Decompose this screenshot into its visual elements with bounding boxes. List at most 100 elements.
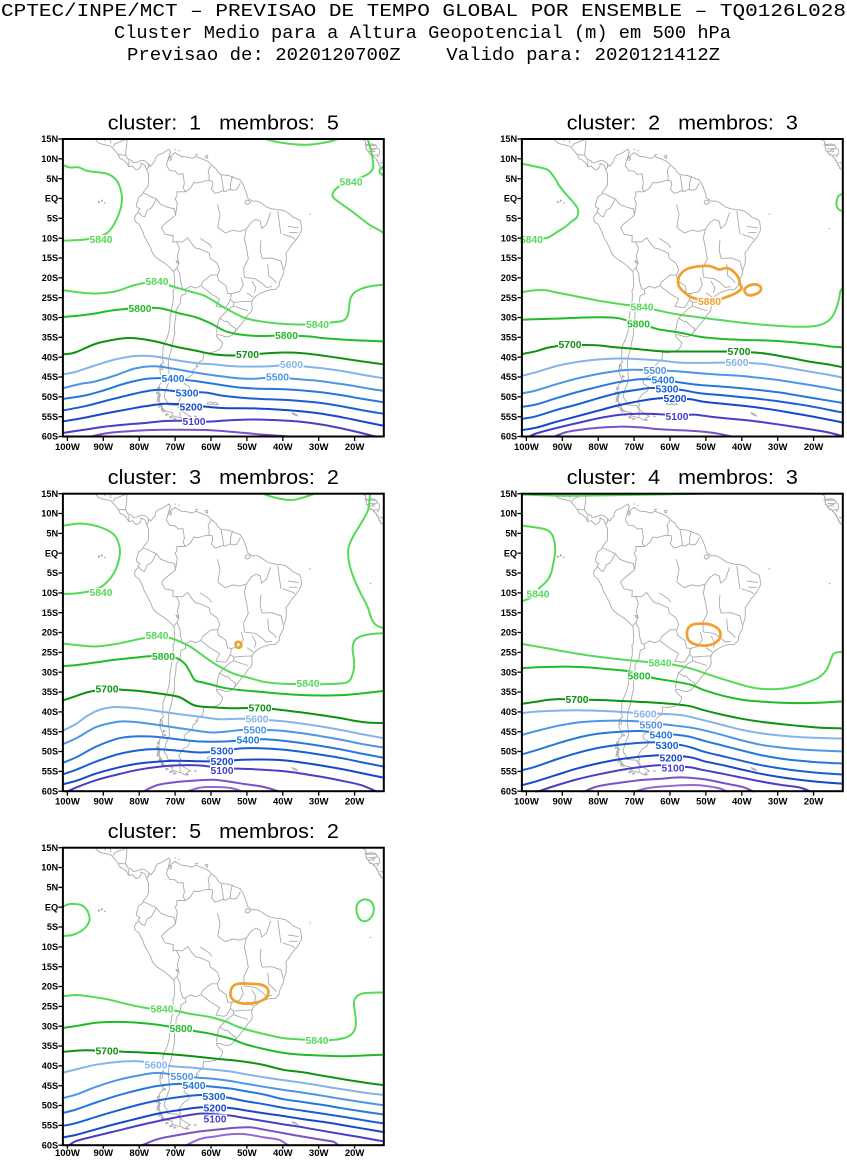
svg-text:5400: 5400 [183,1080,206,1092]
svg-text:cluster: 1 membros: 5: cluster: 1 membros: 5 [108,113,339,135]
svg-text:50W: 50W [237,1148,257,1157]
svg-text:50S: 50S [42,1101,58,1111]
svg-text:40S: 40S [501,707,517,717]
svg-text:15S: 15S [501,608,517,618]
svg-text:50S: 50S [42,747,58,757]
svg-text:40S: 40S [42,707,58,717]
svg-text:5400: 5400 [650,730,673,742]
svg-text:30W: 30W [309,1148,329,1157]
svg-text:5840: 5840 [306,319,329,331]
svg-text:40W: 40W [732,442,752,453]
svg-text:5500: 5500 [640,720,663,732]
svg-text:10N: 10N [41,863,58,873]
svg-text:20W: 20W [804,797,824,808]
svg-text:5400: 5400 [652,375,675,387]
svg-text:60S: 60S [501,786,517,796]
svg-text:5600: 5600 [280,359,303,371]
svg-text:30W: 30W [768,797,788,808]
svg-text:5300: 5300 [176,388,199,400]
svg-text:35S: 35S [501,687,517,697]
svg-text:50S: 50S [501,392,517,402]
svg-text:5840: 5840 [90,234,113,246]
svg-text:CPTEC/INPE/MCT – PREVISAO DE T: CPTEC/INPE/MCT – PREVISAO DE TEMPO GLOBA… [1,1,846,22]
svg-text:90W: 90W [553,797,573,808]
svg-text:10S: 10S [501,588,517,598]
svg-text:30S: 30S [42,313,58,323]
svg-text:15S: 15S [42,253,58,263]
svg-text:30W: 30W [768,442,788,453]
svg-text:30S: 30S [501,667,517,677]
svg-text:90W: 90W [94,797,114,808]
svg-text:5N: 5N [46,883,58,893]
svg-text:5600: 5600 [634,709,657,721]
svg-text:60W: 60W [660,797,680,808]
svg-text:100W: 100W [55,1148,80,1157]
svg-text:60S: 60S [42,1140,58,1150]
svg-text:15S: 15S [42,608,58,618]
svg-text:5840: 5840 [520,234,543,246]
svg-text:5600: 5600 [145,1060,168,1072]
svg-text:5200: 5200 [204,1103,227,1115]
svg-text:5300: 5300 [203,1091,226,1103]
svg-text:10S: 10S [42,942,58,952]
svg-text:45S: 45S [42,1081,58,1091]
svg-text:5500: 5500 [171,1071,194,1083]
svg-text:5600: 5600 [726,357,749,369]
svg-text:5800: 5800 [170,1023,193,1035]
svg-text:100W: 100W [55,442,80,453]
svg-text:15N: 15N [41,489,58,499]
svg-text:70W: 70W [165,442,185,453]
svg-text:5840: 5840 [146,630,169,642]
svg-text:5100: 5100 [666,411,689,423]
svg-text:5S: 5S [47,214,58,224]
svg-text:5200: 5200 [660,753,683,765]
svg-text:EQ: EQ [504,548,517,558]
svg-text:20S: 20S [42,982,58,992]
svg-text:5840: 5840 [631,302,654,314]
svg-text:5S: 5S [47,568,58,578]
svg-text:55S: 55S [501,412,517,422]
svg-text:60W: 60W [201,797,221,808]
svg-text:10S: 10S [501,233,517,243]
svg-text:5200: 5200 [180,402,203,414]
svg-text:70W: 70W [624,797,644,808]
svg-text:5840: 5840 [146,276,169,288]
svg-text:5S: 5S [506,568,517,578]
svg-text:90W: 90W [553,442,573,453]
svg-text:5700: 5700 [96,1046,119,1058]
svg-text:50W: 50W [696,797,716,808]
svg-text:70W: 70W [165,797,185,808]
svg-text:50S: 50S [42,392,58,402]
svg-text:10N: 10N [41,154,58,164]
svg-text:15N: 15N [41,134,58,144]
svg-text:5840: 5840 [340,177,363,189]
svg-text:5840: 5840 [90,587,113,599]
svg-text:EQ: EQ [45,902,58,912]
svg-text:10S: 10S [42,233,58,243]
svg-text:35S: 35S [501,333,517,343]
svg-text:50W: 50W [237,797,257,808]
svg-text:5840: 5840 [649,658,672,670]
svg-text:20S: 20S [501,628,517,638]
svg-text:70W: 70W [165,1148,185,1157]
svg-text:5300: 5300 [211,746,234,758]
svg-text:60W: 60W [660,442,680,453]
svg-text:55S: 55S [42,1121,58,1131]
svg-text:60S: 60S [42,432,58,442]
svg-text:5800: 5800 [152,651,175,663]
svg-text:5S: 5S [506,214,517,224]
svg-text:55S: 55S [501,767,517,777]
svg-text:40S: 40S [42,1061,58,1071]
svg-text:5100: 5100 [183,416,206,428]
svg-text:cluster: 4 membros: 3: cluster: 4 membros: 3 [567,467,798,489]
svg-text:20W: 20W [345,1148,365,1157]
svg-text:25S: 25S [42,293,58,303]
svg-text:45S: 45S [501,372,517,382]
svg-text:40W: 40W [732,797,752,808]
svg-text:30S: 30S [42,667,58,677]
svg-text:5800: 5800 [275,330,298,342]
svg-text:40W: 40W [273,797,293,808]
svg-text:5800: 5800 [627,319,650,331]
svg-text:10N: 10N [500,509,517,519]
svg-text:20S: 20S [501,273,517,283]
